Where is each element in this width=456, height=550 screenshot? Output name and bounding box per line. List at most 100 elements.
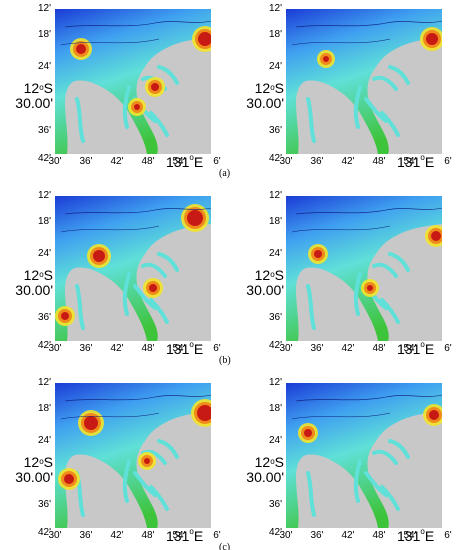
lon-degree: 131 <box>397 341 421 357</box>
lat-hemisphere: S <box>274 80 284 96</box>
lat-tick-label: 18' <box>268 403 282 414</box>
lat-tick-label: 42' <box>268 153 282 164</box>
lon-tick-label: 30' <box>48 530 62 541</box>
lat-main-line2: 30.00' <box>246 282 284 298</box>
lat-main-line2: 30.00' <box>246 469 284 485</box>
lat-degree-sup: o <box>39 457 44 466</box>
concentration-core <box>134 104 140 110</box>
river-branch <box>353 459 362 503</box>
panel-row-label: (c) <box>219 542 231 550</box>
river-branch <box>133 284 157 310</box>
lat-main-line1: 12oS <box>0 455 53 470</box>
lat-tick-label: 12' <box>37 190 51 201</box>
lon-tick-label: 54' <box>172 156 186 167</box>
lat-tick-label: 42' <box>37 153 51 164</box>
lat-tick-label: 42' <box>37 527 51 538</box>
lon-tick-label: 48' <box>141 343 155 354</box>
lat-degree-sup: o <box>270 83 275 92</box>
lat-hemisphere: S <box>43 454 53 470</box>
lon-tick-label: 6' <box>444 530 452 541</box>
lon-degree-sup: o <box>420 153 425 162</box>
river-branch <box>388 439 410 459</box>
lon-tick-label: 36' <box>79 343 93 354</box>
concentration-core <box>76 44 86 54</box>
sea-area <box>286 196 442 341</box>
concentration-core <box>314 250 322 258</box>
lon-hemisphere: E <box>424 154 435 170</box>
contour-line <box>60 38 160 46</box>
lon-tick-label: 42' <box>341 530 355 541</box>
lon-tick-label: 6' <box>213 343 221 354</box>
lat-hemisphere: S <box>274 267 284 283</box>
lat-tick-label: 18' <box>37 216 51 227</box>
lon-tick-label: 42' <box>110 343 124 354</box>
lat-tick-label: 24' <box>37 435 51 446</box>
river-branch <box>157 65 179 85</box>
lon-degree-sup: o <box>420 527 425 536</box>
lat-tick-label: 12' <box>37 377 51 388</box>
map-field <box>286 383 442 528</box>
river-branch <box>75 284 85 330</box>
lat-tick-label: 36' <box>268 312 282 323</box>
panel-row-label: (a) <box>219 168 231 179</box>
concentration-core <box>304 429 312 437</box>
lat-main-line1: 12oS <box>0 268 53 283</box>
contour-line <box>295 20 442 28</box>
lat-main-label: 12oS 30.00' <box>0 81 53 111</box>
lon-tick-label: 42' <box>110 156 124 167</box>
lat-hemisphere: S <box>274 454 284 470</box>
river-branch <box>306 97 316 143</box>
lat-main-line2: 30.00' <box>15 282 53 298</box>
lon-tick-label: 36' <box>79 530 93 541</box>
lon-hemisphere: E <box>424 341 435 357</box>
lon-degree: 131 <box>397 528 421 544</box>
river-branch <box>149 485 169 511</box>
contour-line <box>60 412 160 420</box>
river-branch <box>141 262 167 278</box>
contour-line <box>291 38 391 46</box>
map-frame <box>286 196 442 341</box>
lon-tick-label: 48' <box>372 343 386 354</box>
lon-degree-sup: o <box>189 153 194 162</box>
river-branch <box>157 252 179 272</box>
lon-tick-label: 54' <box>403 343 417 354</box>
lat-main-line1: 12oS <box>230 455 284 470</box>
river-branch <box>157 439 179 459</box>
lat-degree: 12 <box>23 454 40 470</box>
lat-tick-label: 36' <box>268 499 282 510</box>
lat-tick-label: 24' <box>37 248 51 259</box>
concentration-core <box>429 410 439 420</box>
river-branch <box>149 298 169 324</box>
lon-hemisphere: E <box>193 154 204 170</box>
lon-tick-label: 6' <box>444 343 452 354</box>
lon-tick-label: 36' <box>310 530 324 541</box>
lat-tick-label: 42' <box>268 527 282 538</box>
lon-hemisphere: E <box>424 528 435 544</box>
lon-main-label: 131oE <box>166 153 204 170</box>
river-branch <box>353 85 362 129</box>
lon-main-label: 131oE <box>397 153 435 170</box>
lon-main-label: 131oE <box>166 340 204 357</box>
lat-tick-label: 12' <box>268 3 282 14</box>
lat-degree-sup: o <box>39 83 44 92</box>
lat-main-line2: 30.00' <box>15 95 53 111</box>
lat-main-label: 12oS 30.00' <box>230 455 284 485</box>
lat-main-line1: 12oS <box>0 81 53 96</box>
lat-main-line2: 30.00' <box>15 469 53 485</box>
lon-degree: 131 <box>166 528 190 544</box>
river-branch <box>122 459 131 503</box>
lon-tick-label: 30' <box>279 343 293 354</box>
map-frame <box>286 9 442 154</box>
sea-area <box>286 9 442 154</box>
contour-line <box>295 394 442 402</box>
concentration-core <box>149 284 157 292</box>
map-field <box>55 383 211 528</box>
lat-tick-label: 24' <box>37 61 51 72</box>
lon-hemisphere: E <box>193 341 204 357</box>
lon-tick-label: 36' <box>310 343 324 354</box>
lat-hemisphere: S <box>43 267 53 283</box>
lat-degree-sup: o <box>39 270 44 279</box>
lon-tick-label: 6' <box>213 156 221 167</box>
lat-tick-label: 12' <box>268 377 282 388</box>
river-branch <box>388 65 410 85</box>
